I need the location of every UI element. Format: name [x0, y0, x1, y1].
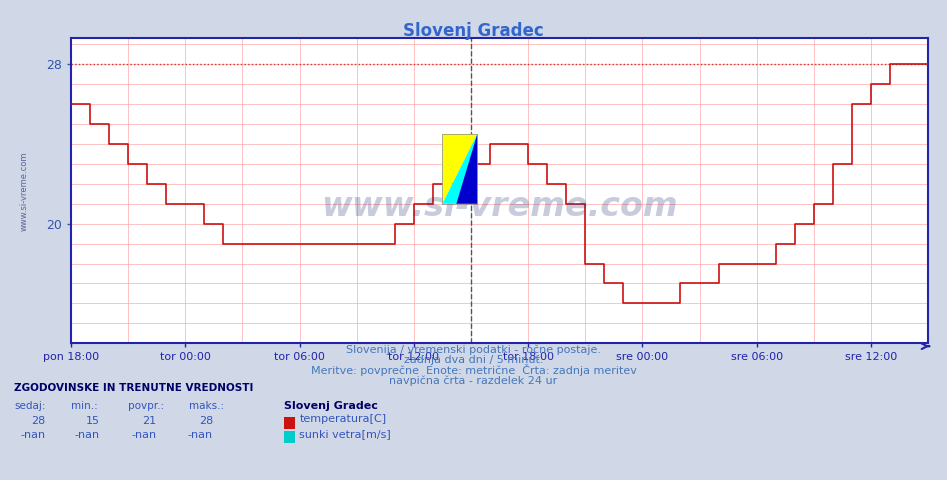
Text: 15: 15: [85, 416, 99, 426]
Polygon shape: [456, 134, 477, 204]
Text: sedaj:: sedaj:: [14, 401, 45, 411]
Text: 21: 21: [142, 416, 156, 426]
Text: -nan: -nan: [20, 430, 45, 440]
Text: Meritve: povprečne  Enote: metrične  Črta: zadnja meritev: Meritve: povprečne Enote: metrične Črta:…: [311, 364, 636, 376]
Text: www.si-vreme.com: www.si-vreme.com: [19, 151, 28, 230]
Text: povpr.:: povpr.:: [128, 401, 164, 411]
Text: www.si-vreme.com: www.si-vreme.com: [321, 190, 678, 223]
Text: 28: 28: [31, 416, 45, 426]
Text: maks.:: maks.:: [189, 401, 224, 411]
Text: ZGODOVINSKE IN TRENUTNE VREDNOSTI: ZGODOVINSKE IN TRENUTNE VREDNOSTI: [14, 383, 254, 393]
Polygon shape: [442, 134, 477, 204]
Text: Slovenija / vremenski podatki - ročne postaje.: Slovenija / vremenski podatki - ročne po…: [346, 344, 601, 355]
Text: -nan: -nan: [131, 430, 156, 440]
Polygon shape: [442, 134, 477, 204]
Text: Slovenj Gradec: Slovenj Gradec: [403, 22, 544, 40]
Text: zadnja dva dni / 5 minut.: zadnja dva dni / 5 minut.: [403, 355, 544, 365]
Text: navpična črta - razdelek 24 ur: navpična črta - razdelek 24 ur: [389, 376, 558, 386]
Text: 28: 28: [199, 416, 213, 426]
Text: -nan: -nan: [74, 430, 99, 440]
Text: Slovenj Gradec: Slovenj Gradec: [284, 401, 378, 411]
Text: sunki vetra[m/s]: sunki vetra[m/s]: [299, 429, 391, 439]
Text: min.:: min.:: [71, 401, 98, 411]
Text: -nan: -nan: [188, 430, 213, 440]
Text: temperatura[C]: temperatura[C]: [299, 414, 386, 424]
